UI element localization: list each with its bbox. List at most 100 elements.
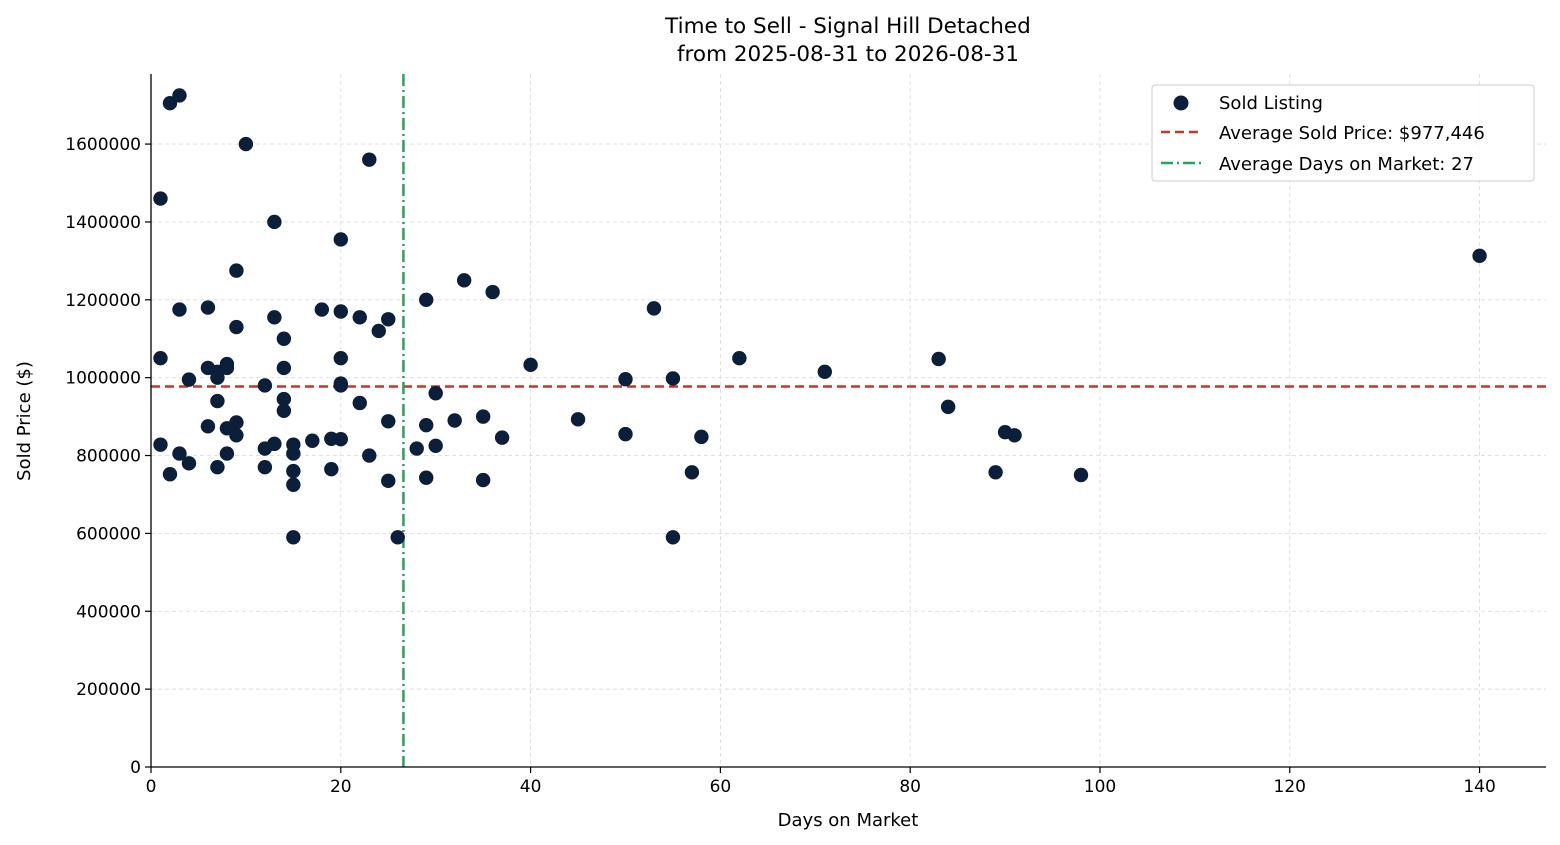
x-tick-label: 40 — [520, 777, 542, 797]
data-point — [352, 395, 367, 411]
data-point — [646, 301, 662, 316]
data-point — [456, 273, 472, 288]
data-point — [940, 399, 956, 415]
data-point — [153, 437, 168, 452]
y-tick-label: 400000 — [76, 602, 141, 622]
y-tick-label: 1000000 — [65, 369, 141, 389]
y-ticks: 0 200000 400000 600000 800000 1000000 1200000 1… — [65, 135, 151, 778]
data-point — [1472, 248, 1487, 264]
data-point — [267, 310, 282, 325]
data-point — [181, 456, 197, 471]
data-point — [210, 460, 225, 475]
data-point — [286, 463, 301, 479]
data-point — [210, 393, 225, 409]
data-point — [381, 312, 396, 327]
data-point — [219, 446, 235, 461]
data-point — [988, 465, 1003, 480]
data-point — [286, 477, 301, 492]
legend-label-avg-price: Average Sold Price: $977,446 — [1219, 123, 1485, 144]
data-point — [200, 419, 216, 434]
y-axis-label: Sold Price ($) — [14, 361, 35, 481]
data-point — [153, 351, 168, 366]
y-tick-label: 0 — [130, 758, 141, 778]
data-point — [276, 403, 292, 418]
x-tick-label: 120 — [1274, 777, 1306, 797]
x-tick-label: 60 — [710, 777, 732, 797]
data-point — [162, 467, 178, 482]
data-point — [172, 446, 187, 461]
data-points — [153, 88, 1487, 545]
data-point — [333, 232, 348, 247]
legend-box — [1151, 84, 1535, 182]
data-point — [419, 470, 434, 485]
data-point — [371, 323, 386, 339]
data-point — [419, 292, 434, 308]
legend-label-sold-listing: Sold Listing — [1219, 93, 1323, 114]
y-tick-label: 600000 — [76, 524, 141, 544]
y-tick-label: 800000 — [76, 447, 141, 467]
data-point — [419, 417, 434, 433]
data-point — [267, 436, 282, 452]
data-point — [428, 386, 443, 401]
data-point — [494, 430, 510, 445]
data-point — [276, 391, 292, 407]
x-tick-label: 20 — [330, 777, 352, 797]
data-point — [352, 310, 367, 325]
data-point — [286, 530, 301, 545]
data-point — [618, 426, 633, 442]
data-point — [286, 446, 301, 461]
data-point — [1007, 428, 1022, 443]
data-point — [229, 415, 244, 430]
chart-subtitle: from 2025-08-31 to 2026-08-31 — [677, 42, 1019, 67]
data-point — [229, 428, 244, 443]
data-point — [333, 351, 348, 366]
y-tick-label: 1200000 — [65, 291, 141, 311]
data-point — [428, 438, 443, 454]
x-tick-label: 140 — [1463, 777, 1495, 797]
data-point — [931, 351, 946, 367]
data-point — [447, 413, 462, 428]
data-point — [694, 429, 709, 445]
data-point — [362, 152, 377, 167]
data-point — [570, 412, 586, 427]
data-point — [333, 304, 348, 319]
data-point — [257, 378, 273, 393]
data-point — [362, 448, 377, 463]
data-point — [684, 465, 700, 480]
data-point — [257, 460, 273, 475]
x-tick-label: 0 — [146, 777, 157, 797]
data-point — [238, 136, 254, 152]
data-point — [305, 433, 320, 448]
x-ticks: 0 20 40 60 80 100 120 140 — [146, 767, 1496, 797]
data-point — [324, 461, 339, 477]
data-point — [172, 88, 187, 103]
data-point — [485, 284, 500, 300]
data-point — [200, 300, 216, 315]
y-tick-label: 1600000 — [65, 135, 141, 155]
y-tick-label: 200000 — [76, 680, 141, 700]
legend-marker-sold-listing — [1173, 95, 1189, 111]
data-point — [267, 214, 282, 230]
data-point — [381, 414, 396, 429]
data-point — [390, 530, 405, 545]
data-point — [314, 302, 330, 317]
x-axis-label: Days on Market — [778, 810, 919, 831]
data-point — [153, 191, 168, 206]
x-tick-label: 80 — [899, 777, 921, 797]
data-point — [618, 372, 633, 387]
axes — [150, 74, 1546, 768]
data-point — [665, 530, 681, 545]
data-point — [523, 357, 538, 373]
legend-label-avg-days: Average Days on Market: 27 — [1219, 154, 1474, 175]
data-point — [409, 441, 424, 456]
data-point — [181, 372, 197, 387]
x-tick-label: 100 — [1084, 777, 1116, 797]
data-point — [162, 95, 178, 111]
y-tick-label: 1400000 — [65, 213, 141, 233]
data-point — [1073, 467, 1089, 483]
data-point — [475, 472, 491, 488]
data-point — [732, 351, 747, 366]
data-point — [817, 364, 832, 380]
data-point — [333, 431, 348, 447]
